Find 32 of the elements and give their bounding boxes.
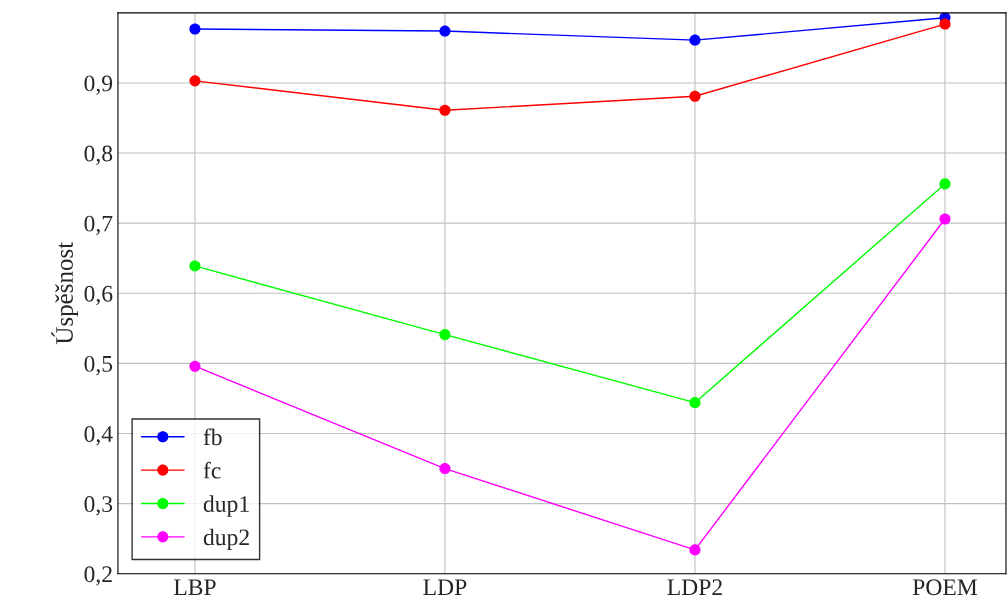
point [189, 360, 201, 372]
y-tick-label: 0,2 [84, 566, 112, 586]
point [939, 18, 951, 30]
point [689, 544, 701, 556]
x-tick-label: LDP2 [667, 579, 722, 596]
point [439, 25, 451, 37]
point [189, 75, 201, 87]
point [689, 90, 701, 102]
point [689, 34, 701, 46]
point [189, 260, 201, 272]
point [689, 397, 701, 409]
y-axis-title: Úspěšnost [51, 242, 79, 345]
point [439, 329, 451, 341]
y-tick-label: 0,3 [84, 496, 113, 516]
point [189, 23, 201, 35]
y-tick-label: 0,4 [84, 426, 113, 446]
legend-label: dup2 [203, 528, 249, 551]
point [939, 178, 951, 190]
legend-label: fc [203, 461, 221, 479]
y-tick-label: 0,5 [84, 355, 113, 376]
point [439, 104, 451, 116]
y-tick-label: 0,9 [84, 75, 113, 95]
x-tick-label: POEM [912, 579, 978, 596]
x-tick-label: LBP [173, 579, 216, 596]
legend-label: fb [203, 428, 222, 446]
x-tick-label: LDP [423, 579, 467, 596]
y-tick-label: 0,8 [84, 145, 113, 165]
legend-label: dup1 [203, 495, 249, 517]
point [939, 213, 951, 225]
point [439, 463, 451, 475]
y-tick-label: 0,7 [84, 215, 113, 235]
y-tick-label: 0,6 [84, 285, 113, 306]
